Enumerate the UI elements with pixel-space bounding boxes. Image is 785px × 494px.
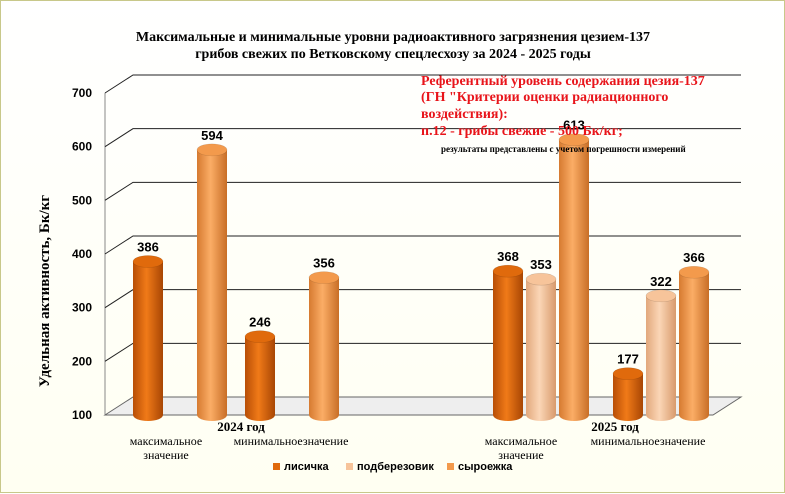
legend-item: подберезовик (346, 461, 434, 473)
data-label: 594 (201, 128, 223, 143)
y-tick-label: 500 (72, 193, 92, 207)
bar-сыроежка (678, 265, 710, 421)
category-labels: максимальноезначениеминимальноезначение2… (130, 419, 706, 462)
bar-base (613, 409, 643, 421)
subcategory-label: значение (498, 448, 544, 462)
y-tick-label: 600 (72, 140, 92, 154)
value-labels: 386 594 246 356 368 353 613 177 322 366 (137, 118, 705, 367)
bar-top (132, 255, 164, 268)
subcategory-label: значение (143, 448, 189, 462)
y-tick-label: 700 (72, 86, 92, 100)
bar-лисичка (132, 255, 164, 421)
bar-body (526, 279, 556, 415)
data-label: 368 (497, 249, 519, 264)
chart-title-line-1: Максимальные и минимальные уровни радиоа… (136, 30, 650, 45)
bar-top (492, 264, 524, 278)
bar-base (646, 409, 676, 421)
bar-body (309, 277, 339, 415)
year-label: 2024 год (217, 419, 265, 434)
bar-top (678, 265, 710, 279)
bar-сыроежка (308, 271, 340, 421)
bar-body (613, 373, 643, 415)
legend-item: лисичка (273, 461, 330, 473)
data-label: 356 (313, 256, 335, 271)
legend-item: сыроежка (447, 461, 513, 473)
y-tick-label: 400 (72, 247, 92, 261)
legend: лисичка подберезовик сыроежка (273, 461, 513, 473)
bar-body (646, 295, 676, 415)
chart-title-line-2: грибов свежих по Ветковскому спецлесхозу… (195, 47, 591, 62)
legend-label: лисичка (284, 461, 330, 473)
bar-top (244, 330, 276, 343)
bar-body (133, 261, 163, 415)
bar-top (558, 133, 590, 146)
subcategory-label: максимальное (130, 434, 202, 448)
bar-body (559, 139, 589, 415)
legend-swatch (346, 463, 353, 470)
bar-top (308, 271, 340, 284)
legend-label: сыроежка (458, 461, 513, 473)
subcategory-label: минимальноезначение (234, 434, 349, 448)
bar-лисичка (612, 367, 644, 421)
bar-лисичка (244, 330, 276, 421)
bar-top (525, 272, 557, 286)
data-label: 246 (249, 315, 271, 330)
y-tick-label: 300 (72, 301, 92, 315)
bar-base (309, 409, 339, 421)
annotation-line-3: воздействия): (421, 107, 508, 122)
bar-base (493, 409, 523, 421)
bar-base (133, 409, 163, 421)
gridline (104, 181, 741, 201)
legend-label: подберезовик (357, 461, 434, 473)
gridline (104, 128, 741, 148)
data-label: 322 (650, 274, 672, 289)
bar-base (679, 409, 709, 421)
subcategory-label: минимальноезначение (591, 434, 706, 448)
annotation-line-4: п.12 - грибы свежие - 500 Бк/кг; (421, 124, 623, 139)
bar-base (526, 409, 556, 421)
bar-body (245, 336, 275, 415)
gridline (104, 235, 741, 255)
annotation-line-2: (ГН "Критерии оценки радиационного (421, 90, 668, 105)
y-tick-label: 100 (72, 408, 92, 422)
bar-body (493, 271, 523, 415)
bar-body (197, 149, 227, 416)
bar-сыроежка (558, 133, 590, 421)
y-tick-label: 200 (72, 354, 92, 368)
data-label: 386 (137, 240, 159, 255)
bar-сыроежка (196, 143, 228, 421)
data-label: 353 (530, 257, 552, 272)
data-label: 177 (617, 352, 639, 367)
bar-top (196, 143, 228, 157)
y-tick-labels: 100 200 300 400 500 600 700 (72, 86, 92, 422)
bar-top (612, 367, 644, 380)
bar-лисичка (492, 264, 524, 421)
annotation-line-1: Референтный уровень содержания цезия-137 (421, 74, 705, 89)
year-label: 2025 год (591, 419, 639, 434)
legend-swatch (273, 463, 280, 470)
annotation-note: результаты представлены с учетом погрешн… (441, 144, 686, 154)
bar-подберезовик (525, 272, 557, 421)
data-label: 613 (563, 118, 585, 133)
bar-base (197, 409, 227, 421)
subcategory-label: максимальное (485, 434, 557, 448)
reference-annotation: Референтный уровень содержания цезия-137… (421, 74, 705, 154)
bar-top (645, 289, 677, 303)
bar-body (679, 272, 709, 415)
y-axis-label: Удельная активность, Бк/кг (37, 195, 53, 387)
bar-подберезовик (645, 289, 677, 421)
data-label: 366 (683, 250, 705, 265)
bars (132, 133, 710, 421)
gridline (104, 74, 741, 94)
bar-base (245, 409, 275, 421)
bar-base (559, 409, 589, 421)
legend-swatch (447, 463, 454, 470)
